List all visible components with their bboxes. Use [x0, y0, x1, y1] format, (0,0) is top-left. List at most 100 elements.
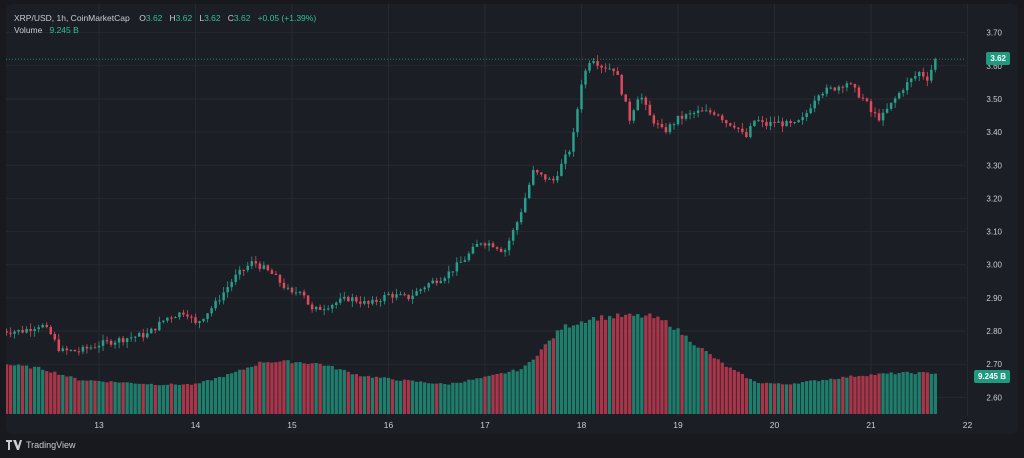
volume-bar: [559, 329, 564, 414]
candle-body: [17, 330, 20, 332]
volume-bar: [648, 313, 652, 414]
candle-body: [540, 172, 543, 175]
candle-body: [6, 331, 8, 333]
volume-bar: [390, 379, 395, 414]
candle-body: [166, 317, 169, 321]
volume-bar: [684, 335, 688, 414]
volume-bar: [620, 316, 624, 414]
price-chart[interactable]: 2.60 2.70 2.80 2.90 3.00 3.10 3.20 3.30 3.40 3.50…: [6, 4, 1018, 434]
candle-body: [640, 97, 644, 100]
volume-bar: [37, 366, 41, 414]
candle-body: [753, 120, 756, 127]
candle-body: [158, 321, 161, 331]
volume-bar: [837, 378, 841, 414]
candle-body: [133, 336, 137, 338]
volume-bar: [382, 377, 387, 414]
volume-bar: [676, 328, 680, 414]
candle-body: [769, 121, 772, 126]
volume-bar: [350, 374, 354, 414]
volume-bar: [933, 373, 937, 414]
candle-body: [242, 269, 245, 271]
candle-body: [419, 289, 422, 292]
volume-bar: [246, 367, 250, 414]
candle-body: [266, 265, 270, 271]
candle-body: [411, 295, 414, 300]
candle-body: [930, 69, 933, 81]
volume-bar: [274, 362, 278, 414]
volume-bar: [402, 379, 407, 414]
candle-body: [733, 125, 736, 128]
candle-body: [222, 292, 225, 301]
volume-bar: [624, 314, 628, 414]
candle-body: [479, 243, 483, 245]
volume-bar: [270, 362, 274, 414]
candle-body: [339, 298, 342, 303]
volume-bar: [752, 381, 757, 414]
volume-bar: [736, 371, 740, 414]
candle-body: [893, 98, 897, 103]
candle-body: [423, 287, 426, 290]
candle-body: [463, 260, 467, 262]
y-tick-label: 3.20: [986, 194, 1002, 203]
volume-bar: [809, 380, 813, 414]
candle-body: [270, 270, 274, 274]
volume-bar: [724, 366, 728, 414]
volume-bar: [330, 365, 334, 414]
volume-bar: [161, 384, 165, 414]
volume-bar: [6, 364, 9, 414]
candle-body: [234, 274, 237, 282]
volume-bar: [394, 380, 399, 414]
volume-bar: [431, 383, 435, 414]
volume-bar: [81, 380, 85, 414]
volume-bar: [740, 373, 744, 414]
volume-bar: [603, 319, 608, 414]
volume-bar: [258, 361, 262, 414]
branding-footer[interactable]: TradingView: [6, 440, 76, 450]
volume-bar: [917, 372, 921, 414]
volume-bar: [217, 376, 222, 414]
volume-bar: [197, 383, 202, 414]
volume-bar: [129, 382, 133, 414]
volume-bar: [24, 365, 29, 414]
candle-body: [809, 108, 812, 114]
candle-body: [869, 101, 873, 113]
volume-bar: [213, 378, 218, 414]
candle-body: [620, 74, 623, 95]
volume-bar: [262, 362, 266, 414]
candle-body: [781, 121, 784, 127]
candle-body: [471, 246, 475, 254]
volume-bar: [362, 376, 367, 414]
candle-body: [254, 261, 258, 264]
volume-bar: [744, 378, 749, 414]
volume-bar: [65, 376, 69, 414]
volume-bar: [310, 363, 314, 414]
volume-bar: [796, 383, 801, 414]
candle-body: [455, 262, 459, 272]
candle-body: [174, 317, 177, 319]
volume-bar: [644, 315, 648, 414]
candle-body: [218, 300, 221, 302]
volume-bar: [551, 338, 556, 414]
volume-bar: [672, 329, 676, 414]
volume-bar: [873, 375, 877, 414]
volume-bar: [784, 384, 789, 414]
symbol-label[interactable]: XRP/USD, 1h, CoinMarketCap: [14, 13, 130, 23]
candle-body: [825, 87, 829, 94]
candle-body: [793, 122, 796, 124]
candle-body: [403, 294, 406, 296]
candle-body: [447, 271, 451, 279]
candle-body: [773, 121, 776, 123]
candle-body: [765, 121, 768, 126]
candle-body: [37, 327, 40, 330]
volume-bar: [805, 381, 809, 414]
volume-bar: [45, 371, 49, 414]
candle-body: [495, 247, 499, 249]
volume-bar: [358, 376, 363, 414]
volume-bar: [105, 382, 109, 414]
candle-body: [326, 308, 330, 310]
volume-bar: [829, 378, 833, 414]
candle-body: [475, 244, 479, 247]
candle-body: [238, 269, 241, 275]
chart-panel[interactable]: 2.60 2.70 2.80 2.90 3.00 3.10 3.20 3.30 3.40 3.50…: [6, 4, 1018, 434]
candle-body: [415, 291, 418, 296]
